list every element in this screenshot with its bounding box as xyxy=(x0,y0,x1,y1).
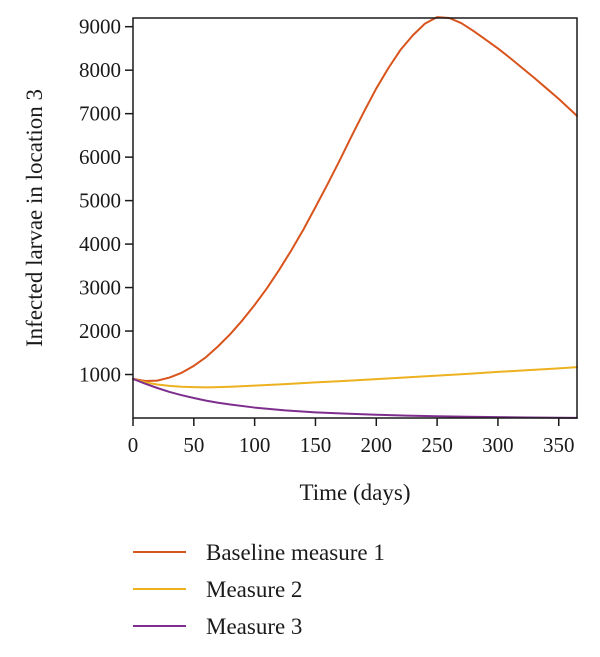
x-tick-label: 50 xyxy=(183,433,204,457)
y-axis: 1000 2000 3000 4000 5000 6000 7000 8000 9000 xyxy=(79,15,133,387)
x-axis: 0 50 100 150 200 250 300 350 xyxy=(128,418,575,457)
y-tick-label: 3000 xyxy=(79,276,121,300)
y-tick-label: 8000 xyxy=(79,58,121,82)
legend-label: Measure 2 xyxy=(206,577,302,602)
series-line-1 xyxy=(132,16,578,383)
x-axis-title: Time (days) xyxy=(300,480,411,505)
x-tick-label: 0 xyxy=(128,433,139,457)
x-tick-label: 100 xyxy=(239,433,271,457)
y-tick-label: 2000 xyxy=(79,319,121,343)
y-tick-label: 1000 xyxy=(79,363,121,387)
y-tick-label: 6000 xyxy=(79,145,121,169)
plot-lines xyxy=(132,16,578,419)
x-tick-label: 200 xyxy=(361,433,393,457)
y-tick-label: 4000 xyxy=(79,232,121,256)
y-tick-label: 5000 xyxy=(79,189,121,213)
plot-frame xyxy=(132,17,578,419)
series-line-3 xyxy=(132,377,578,419)
legend-label: Baseline measure 1 xyxy=(206,540,385,565)
x-tick-label: 350 xyxy=(543,433,575,457)
series-line-2 xyxy=(132,366,578,389)
legend: Baseline measure 1 Measure 2 Measure 3 xyxy=(133,540,385,639)
y-axis-title: Infected larvae in location 3 xyxy=(22,89,47,347)
legend-label: Measure 3 xyxy=(206,614,302,639)
x-tick-label: 300 xyxy=(482,433,514,457)
x-tick-label: 250 xyxy=(421,433,453,457)
y-tick-label: 7000 xyxy=(79,102,121,126)
y-tick-label: 9000 xyxy=(79,15,121,39)
x-tick-label: 150 xyxy=(300,433,332,457)
